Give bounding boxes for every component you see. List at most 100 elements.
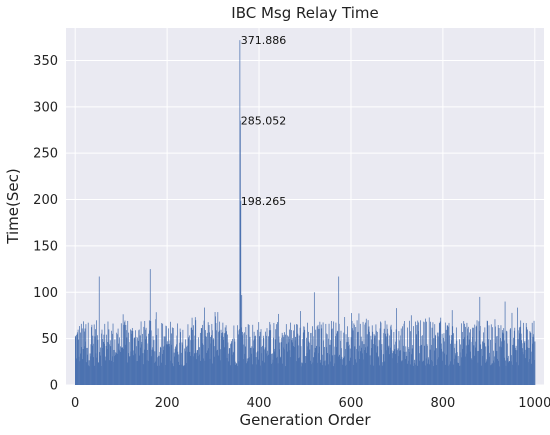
bar — [361, 341, 363, 385]
bar — [404, 359, 406, 385]
bar — [147, 349, 148, 385]
bar — [423, 321, 425, 385]
bar — [116, 334, 118, 385]
bar — [441, 333, 443, 385]
bar — [234, 341, 236, 385]
bar — [211, 330, 213, 385]
bar — [393, 351, 394, 385]
bar — [526, 327, 528, 385]
bar — [307, 322, 308, 385]
bar — [200, 328, 202, 385]
bar — [335, 322, 337, 385]
bar — [419, 353, 420, 385]
bars — [74, 40, 536, 386]
bar — [369, 355, 371, 385]
bar — [359, 323, 361, 385]
bar — [383, 328, 385, 385]
bar — [208, 348, 209, 385]
bar — [248, 324, 250, 385]
bar — [529, 359, 530, 385]
bar — [289, 329, 290, 385]
bar — [370, 364, 371, 385]
bar — [517, 339, 519, 385]
bar — [478, 321, 480, 385]
bar — [452, 364, 454, 385]
bar — [366, 352, 368, 385]
bar — [188, 337, 190, 385]
bar — [290, 357, 292, 385]
bar — [451, 310, 453, 385]
bar — [430, 321, 431, 385]
bar — [76, 333, 78, 385]
bar — [331, 329, 333, 385]
bar — [168, 343, 170, 385]
bar — [323, 361, 325, 385]
bar — [347, 341, 349, 385]
bar — [421, 345, 422, 385]
bar — [280, 357, 282, 385]
bar — [495, 336, 497, 385]
x-tick-label: 600 — [339, 396, 364, 411]
bar — [117, 353, 118, 385]
bar — [122, 347, 124, 385]
bar — [319, 321, 321, 385]
bar — [263, 338, 265, 385]
bar — [222, 322, 224, 385]
bar — [380, 321, 381, 385]
bar — [328, 338, 329, 385]
bar — [82, 348, 84, 385]
bar — [350, 357, 352, 385]
bar — [216, 349, 218, 385]
bar — [412, 345, 414, 385]
bar — [272, 359, 274, 385]
bar — [184, 348, 186, 385]
bar — [171, 333, 172, 385]
bar — [457, 356, 459, 385]
bar — [351, 313, 352, 385]
bar — [225, 325, 227, 385]
bar — [258, 322, 260, 385]
bar — [152, 336, 154, 385]
bar — [265, 331, 266, 385]
bar — [428, 317, 430, 385]
bar — [317, 324, 319, 385]
bar — [88, 365, 90, 385]
bar — [439, 321, 441, 385]
bar — [318, 328, 320, 385]
bar — [262, 335, 264, 385]
bar — [100, 347, 101, 385]
bar — [279, 342, 281, 385]
bar — [344, 317, 346, 385]
bar — [117, 328, 119, 385]
bar — [429, 364, 431, 385]
bar — [157, 328, 159, 385]
bar — [134, 353, 136, 385]
bar — [135, 336, 137, 385]
bar — [450, 361, 452, 385]
bar — [316, 345, 318, 385]
bar — [459, 339, 460, 385]
bar — [111, 330, 113, 385]
bar — [503, 328, 505, 385]
bar — [364, 324, 366, 385]
bar — [103, 341, 104, 385]
bar — [424, 345, 426, 385]
bar — [455, 355, 456, 385]
bar — [85, 362, 87, 385]
bar — [351, 320, 353, 385]
bar — [454, 347, 455, 385]
bar — [129, 357, 130, 385]
bar — [525, 323, 527, 385]
bar — [271, 353, 272, 385]
bar — [255, 357, 257, 385]
bar — [491, 363, 493, 385]
bar — [447, 325, 448, 385]
bar — [399, 350, 401, 385]
bar — [123, 324, 125, 385]
bar — [528, 347, 530, 385]
bar — [476, 325, 477, 385]
bar — [525, 358, 527, 385]
bar — [276, 356, 278, 385]
bar — [181, 352, 182, 385]
bar — [530, 332, 532, 385]
